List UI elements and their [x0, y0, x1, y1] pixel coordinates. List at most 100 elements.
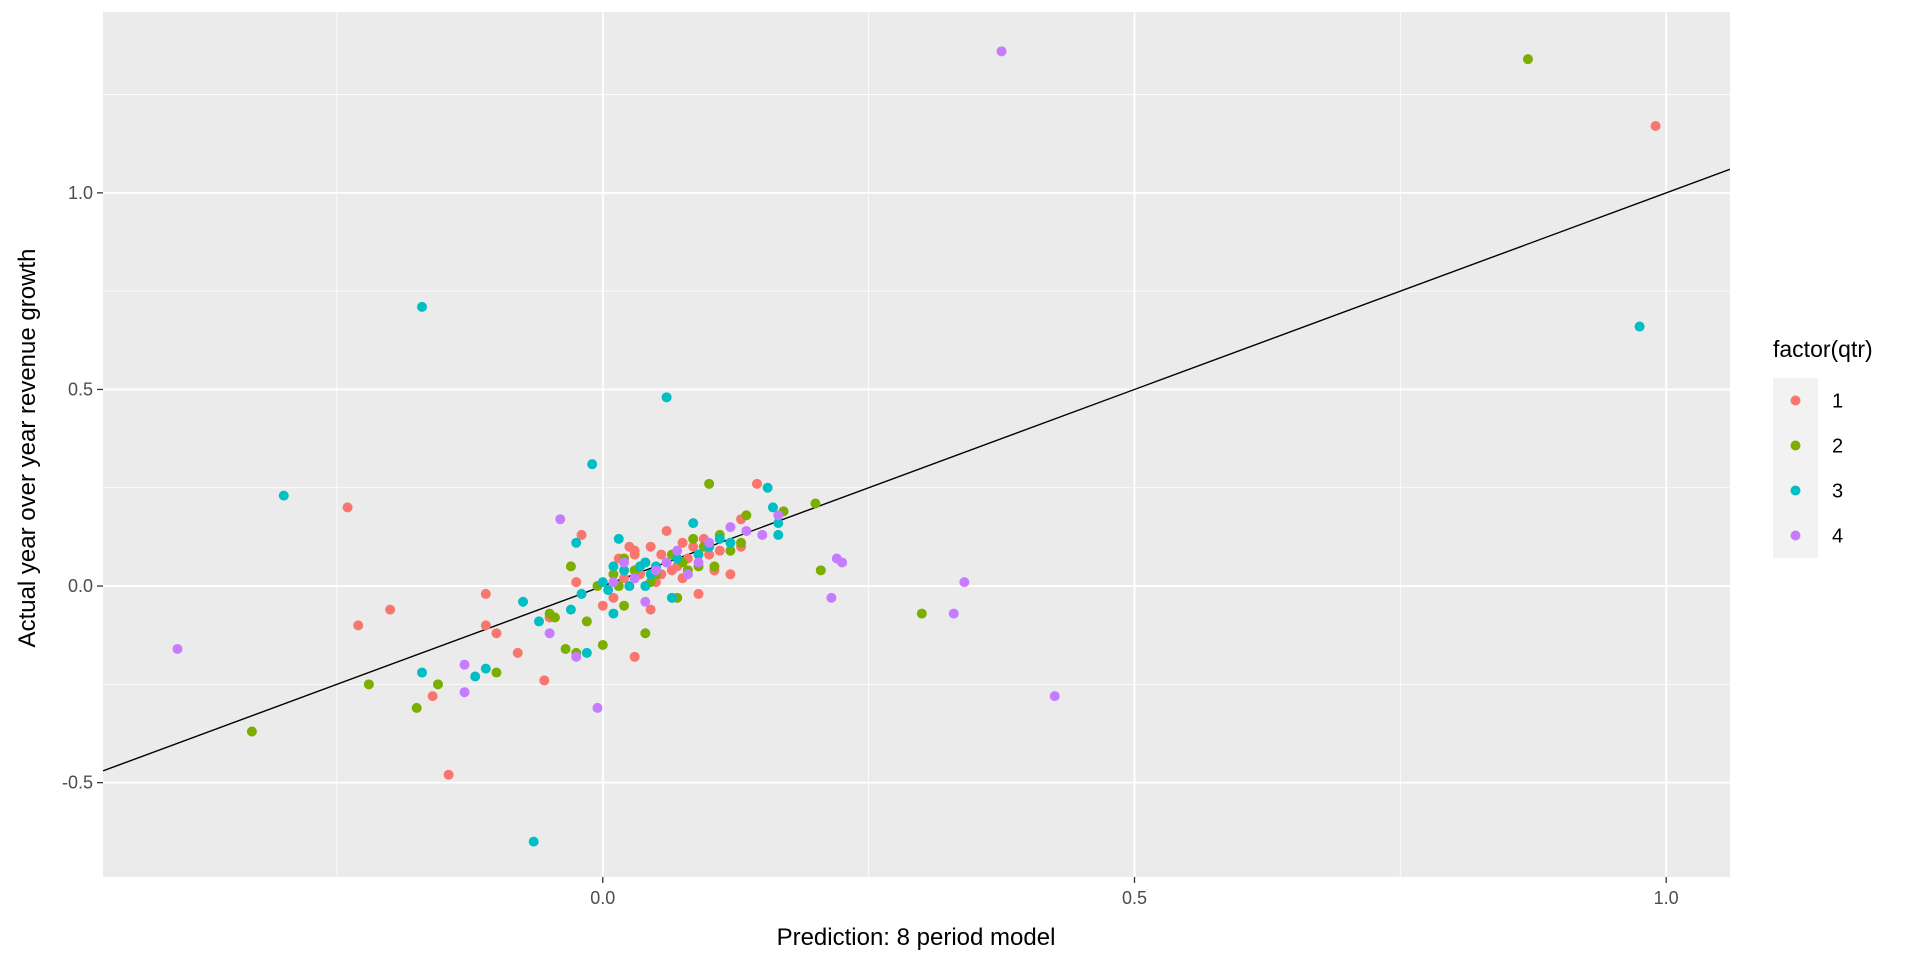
- y-tick-label: 0.0: [68, 576, 93, 596]
- legend-key-series-2: [1790, 440, 1801, 451]
- legend-items: 1 2 3 4: [1773, 378, 1843, 558]
- data-point-series-2: [741, 510, 752, 521]
- data-point-series-2: [411, 702, 422, 713]
- data-point-series-4: [725, 522, 736, 533]
- data-point-series-3: [597, 577, 608, 588]
- x-axis-title: Prediction: 8 period model: [777, 924, 1056, 951]
- data-point-series-1: [693, 588, 704, 599]
- data-point-series-1: [645, 604, 656, 615]
- data-point-series-1: [656, 549, 667, 560]
- data-point-series-4: [640, 596, 651, 607]
- data-point-series-3: [619, 565, 630, 576]
- legend-label-series-3: 3: [1832, 481, 1843, 503]
- data-point-series-4: [172, 643, 183, 654]
- x-tick-label: 0.5: [1122, 888, 1147, 908]
- legend-label-series-1: 1: [1832, 391, 1843, 413]
- data-point-series-2: [363, 679, 374, 690]
- data-point-series-2: [815, 565, 826, 576]
- data-point-series-2: [597, 640, 608, 651]
- data-point-series-3: [714, 533, 725, 544]
- data-point-series-3: [1634, 321, 1645, 332]
- data-point-series-4: [619, 557, 630, 568]
- data-point-series-4: [1049, 691, 1060, 702]
- data-point-series-3: [528, 836, 539, 847]
- data-point-series-1: [629, 651, 640, 662]
- data-point-series-2: [608, 569, 619, 580]
- data-point-series-3: [767, 502, 778, 513]
- data-point-series-3: [587, 459, 598, 470]
- data-point-series-4: [459, 659, 470, 670]
- minor-gridlines: [103, 12, 1730, 877]
- data-point-series-3: [666, 592, 677, 603]
- data-point-series-3: [581, 647, 592, 658]
- data-point-series-3: [773, 518, 784, 529]
- data-point-series-1: [385, 604, 396, 615]
- y-axis-title: Actual year over year revenue growth: [14, 249, 41, 648]
- data-point-series-4: [650, 565, 661, 576]
- data-point-series-3: [565, 604, 576, 615]
- data-point-series-3: [773, 529, 784, 540]
- data-point-series-2: [581, 616, 592, 627]
- data-point-series-1: [629, 545, 640, 556]
- data-point-series-4: [592, 702, 603, 713]
- data-point-series-1: [704, 549, 715, 560]
- data-point-series-3: [417, 301, 428, 312]
- data-point-series-3: [661, 392, 672, 403]
- data-point-series-3: [278, 490, 289, 501]
- data-point-series-3: [576, 588, 587, 599]
- data-point-series-1: [571, 577, 582, 588]
- x-tick-label: 0.0: [590, 888, 615, 908]
- reference-line: [103, 168, 1730, 772]
- data-point-series-4: [459, 687, 470, 698]
- data-point-series-1: [491, 628, 502, 639]
- x-axis: 0.0 0.5 1.0: [590, 877, 1679, 908]
- data-point-series-3: [571, 537, 582, 548]
- data-point-series-3: [608, 561, 619, 572]
- legend-label-series-2: 2: [1832, 436, 1843, 458]
- y-tick-label: 0.5: [68, 379, 93, 399]
- data-point-series-4: [741, 526, 752, 536]
- legend-title: factor(qtr): [1773, 336, 1873, 362]
- data-point-series-4: [948, 608, 959, 619]
- data-point-series-4: [959, 577, 970, 588]
- data-point-series-1: [427, 691, 438, 702]
- data-point-series-3: [672, 553, 683, 564]
- y-axis: -0.5 0.0 0.5 1.0: [62, 183, 103, 793]
- data-point-series-4: [672, 545, 683, 556]
- data-point-series-2: [736, 537, 747, 548]
- data-point-series-2: [688, 533, 699, 544]
- data-point-series-3: [518, 596, 529, 607]
- data-point-series-4: [544, 628, 555, 639]
- data-point-series-4: [704, 537, 715, 548]
- data-point-series-2: [709, 561, 720, 572]
- data-point-series-2: [432, 679, 443, 690]
- data-point-series-2: [619, 600, 630, 611]
- data-point-series-1: [480, 620, 491, 631]
- data-point-series-3: [640, 557, 651, 568]
- data-point-series-3: [624, 581, 635, 592]
- data-point-series-3: [608, 608, 619, 619]
- data-point-series-3: [533, 616, 544, 627]
- legend: factor(qtr) 1 2 3 4: [1773, 336, 1873, 558]
- data-point-series-3: [640, 581, 651, 592]
- data-point-series-3: [603, 584, 614, 595]
- data-point-series-3: [480, 663, 491, 674]
- data-point-series-4: [773, 510, 784, 521]
- legend-key-series-1: [1790, 395, 1801, 406]
- data-point-series-2: [640, 628, 651, 639]
- data-point-series-1: [619, 573, 630, 584]
- data-point-series-1: [539, 675, 550, 686]
- y-tick-label: -0.5: [62, 773, 93, 793]
- data-point-series-4: [608, 577, 619, 588]
- data-point-series-3: [725, 537, 736, 548]
- plot-panel: [103, 12, 1730, 877]
- data-point-series-1: [677, 537, 688, 548]
- data-point-series-1: [714, 545, 725, 556]
- data-point-series-4: [555, 514, 566, 525]
- data-point-series-1: [725, 569, 736, 580]
- data-point-series-1: [666, 565, 677, 576]
- data-point-series-3: [693, 549, 704, 560]
- data-point-series-1: [512, 647, 523, 658]
- data-point-series-3: [762, 482, 773, 493]
